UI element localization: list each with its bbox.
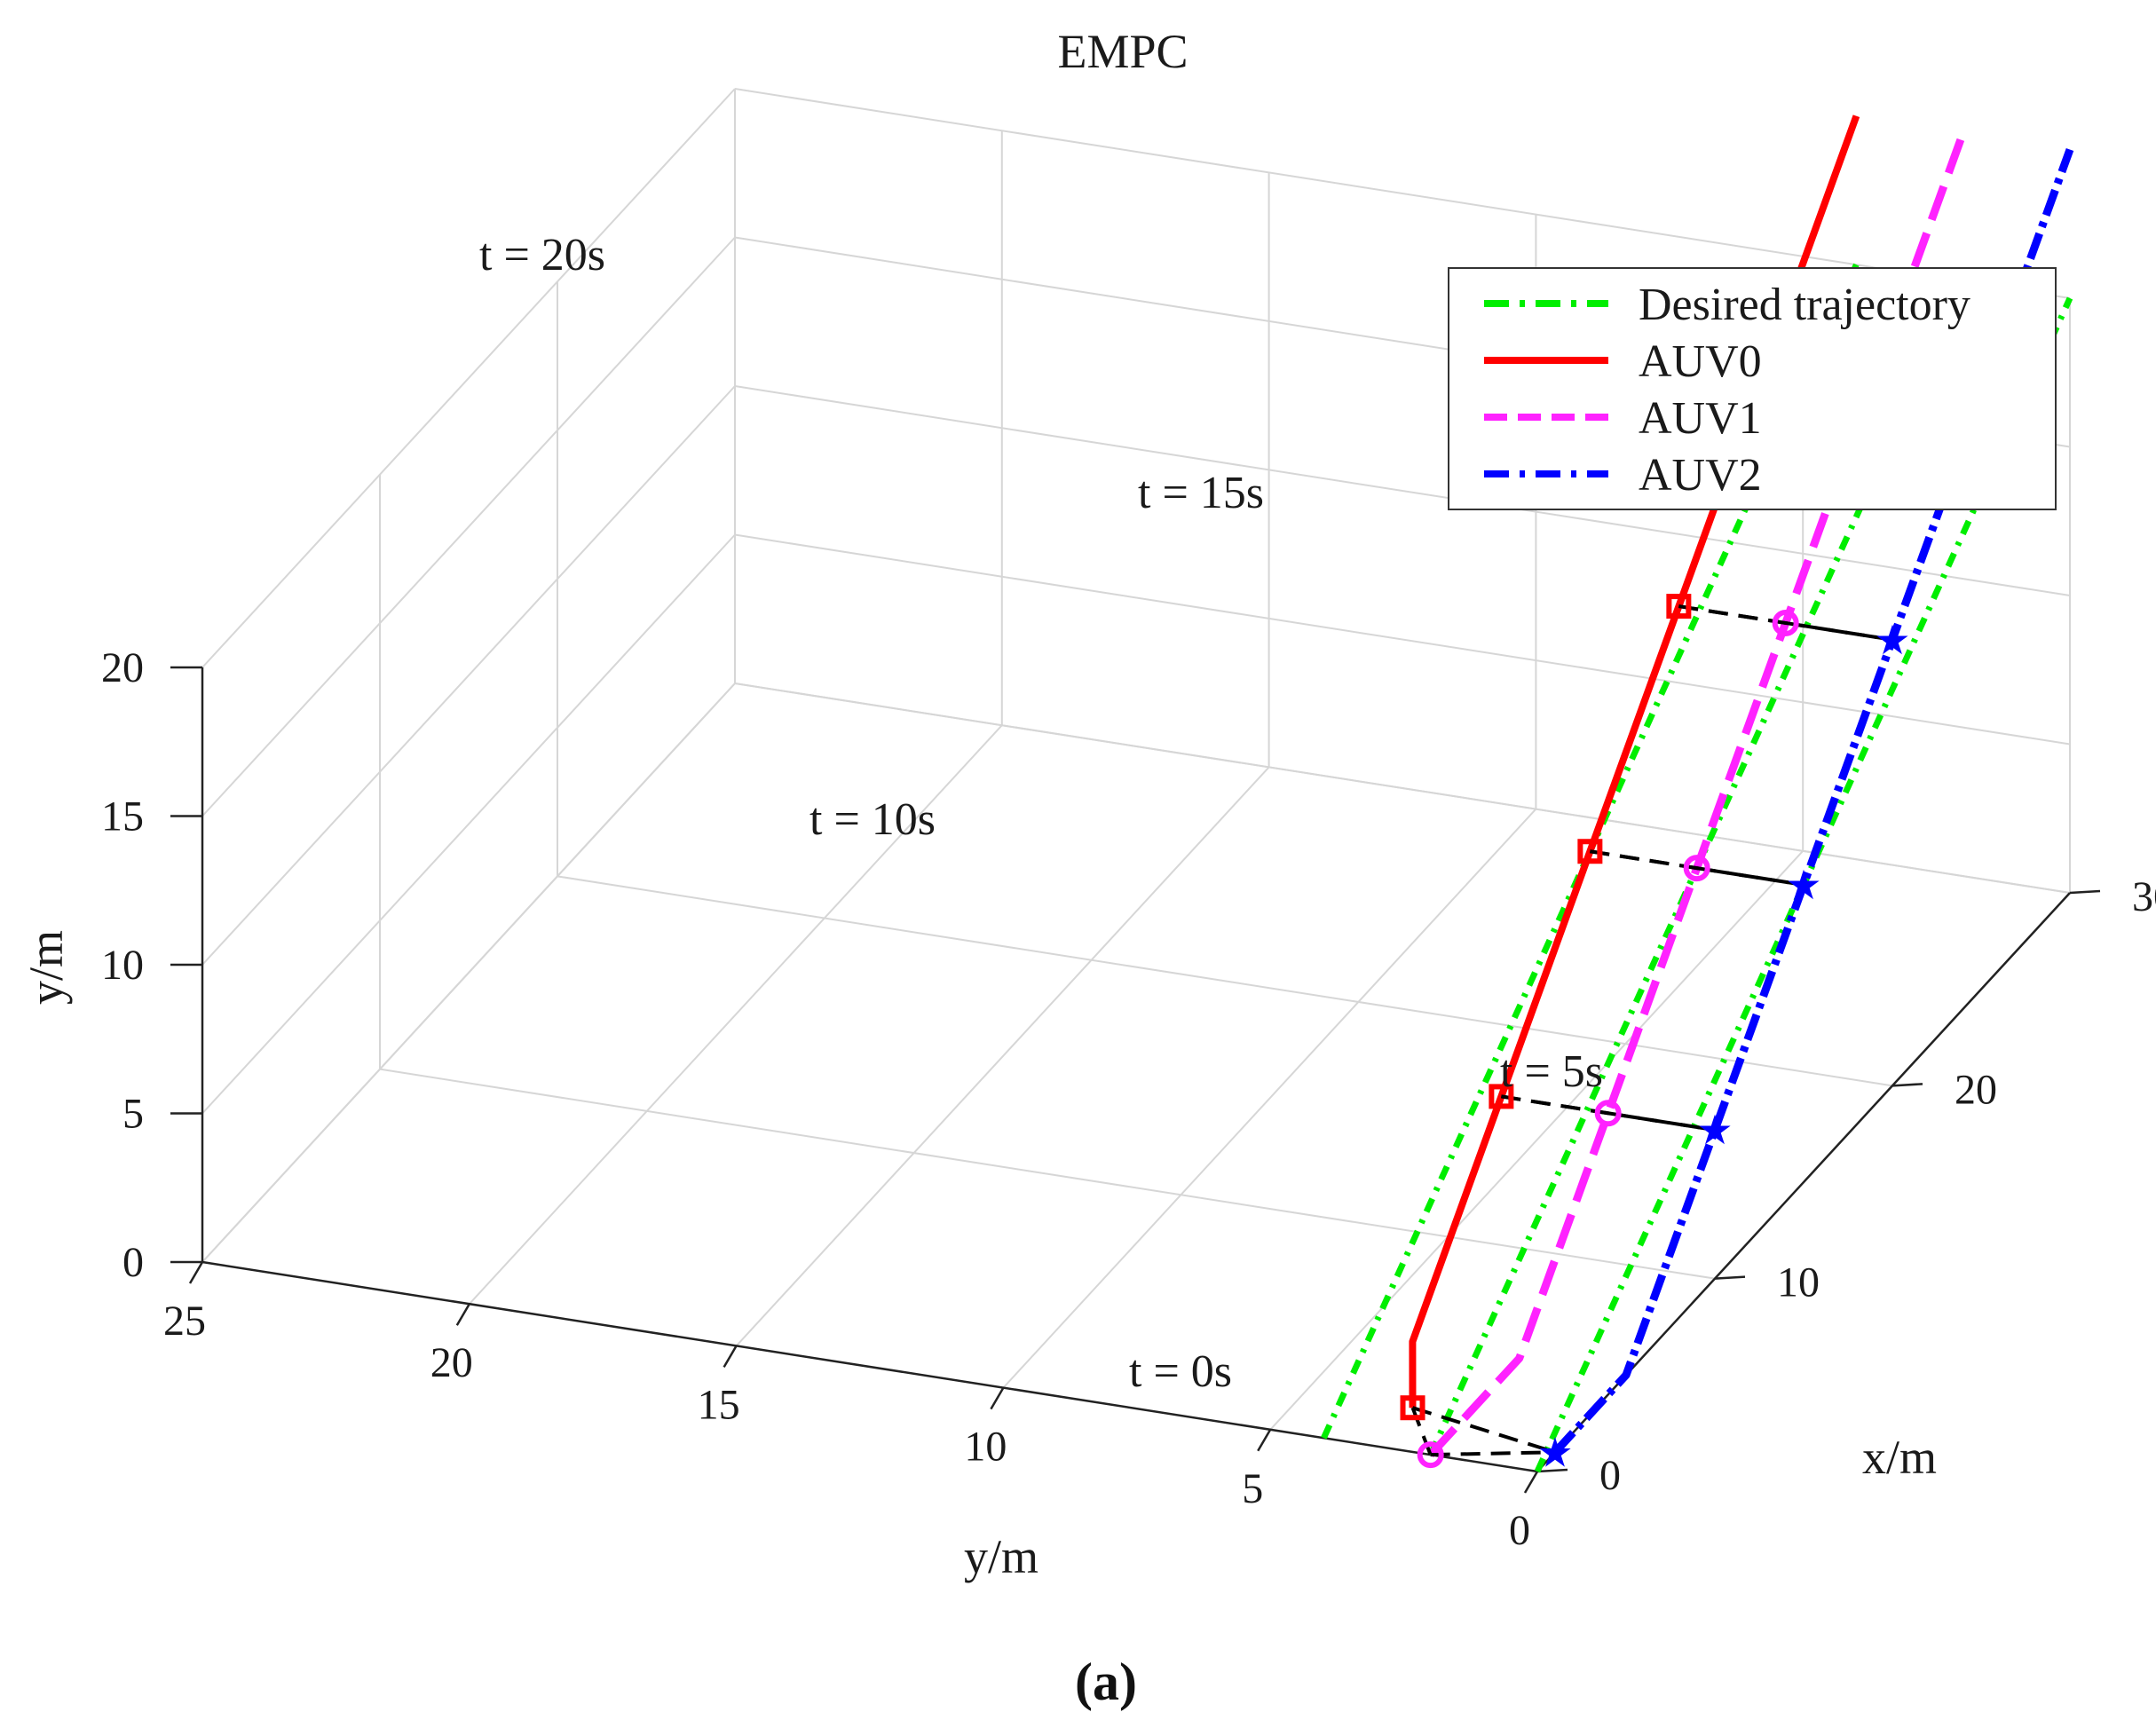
y-tick-label: 25 xyxy=(163,1298,206,1345)
x-tick-label: 10 xyxy=(1777,1259,1820,1306)
grid-line xyxy=(201,533,736,1115)
time-label: t = 5s xyxy=(1500,1046,1603,1097)
marker-star: ★ xyxy=(1536,1428,1573,1476)
y-axis-line xyxy=(201,1260,1538,1473)
formation-link xyxy=(1411,1406,1556,1455)
marker-square xyxy=(1400,1395,1425,1421)
y-tick xyxy=(1257,1429,1272,1452)
formation-link xyxy=(1590,849,1697,871)
grid-line xyxy=(735,766,1270,1347)
x-tick-label: 0 xyxy=(1599,1452,1621,1499)
grid xyxy=(201,88,2071,1472)
z-tick-label: 5 xyxy=(122,1091,144,1138)
y-tick-label: 5 xyxy=(1242,1465,1263,1512)
chart-title: EMPC xyxy=(1057,25,1188,78)
grid-line xyxy=(469,724,1003,1305)
formation-link xyxy=(1607,1111,1716,1132)
marker-star: ★ xyxy=(1874,616,1910,664)
grid-line xyxy=(734,683,2071,894)
legend-label: AUV2 xyxy=(1639,450,1762,501)
grid-line xyxy=(557,875,1893,1087)
time-label: t = 10s xyxy=(809,794,936,845)
y-tick-label: 20 xyxy=(430,1339,473,1386)
y-tick xyxy=(188,1261,204,1284)
time-label: t = 15s xyxy=(1138,468,1264,518)
y-tick-label: 0 xyxy=(1509,1507,1530,1554)
formation-link xyxy=(1430,1450,1556,1457)
legend-label: AUV0 xyxy=(1639,336,1762,387)
x-tick-label: 30 xyxy=(2132,873,2156,920)
grid-line xyxy=(734,88,2071,299)
grid-line xyxy=(201,385,736,966)
z-tick-label: 20 xyxy=(101,644,144,691)
x-tick xyxy=(1714,1275,1746,1280)
y-tick xyxy=(990,1386,1005,1410)
formation-link xyxy=(1501,1094,1608,1116)
z-tick-label: 10 xyxy=(101,942,144,989)
grid-line xyxy=(734,533,2071,746)
formation-link xyxy=(1696,866,1805,887)
grid-line xyxy=(201,683,736,1263)
marker-star: ★ xyxy=(1785,861,1821,909)
grid-line xyxy=(201,236,736,817)
grid-line xyxy=(1002,808,1537,1389)
grid-line xyxy=(379,1068,1716,1280)
marker-circle xyxy=(1772,609,1799,636)
legend-label: AUV1 xyxy=(1639,393,1762,444)
grid-line xyxy=(201,88,736,668)
formation-link xyxy=(1678,604,1786,625)
marker-square xyxy=(1577,839,1603,864)
figure-caption: (a) xyxy=(1075,1653,1137,1711)
grid-line xyxy=(734,385,2071,596)
marker-circle xyxy=(1683,855,1710,882)
marker-star: ★ xyxy=(1696,1106,1733,1154)
x-tick xyxy=(1891,1083,1923,1087)
y-tick-label: 15 xyxy=(698,1381,740,1428)
marker-circle xyxy=(1417,1441,1444,1469)
marker-square xyxy=(1666,594,1692,619)
z-tick-label: 0 xyxy=(122,1239,144,1286)
time-label: t = 20s xyxy=(479,230,605,280)
y-tick-label: 10 xyxy=(964,1424,1007,1471)
legend-box xyxy=(1448,267,2057,510)
x-tick-label: 20 xyxy=(1955,1066,1997,1113)
y-axis-label: y/m xyxy=(964,1530,1039,1583)
formation-link xyxy=(1785,620,1893,642)
x-axis-line xyxy=(1536,892,2071,1472)
marker-circle xyxy=(1594,1100,1622,1127)
grid-line xyxy=(1269,850,1804,1431)
y-tick xyxy=(1523,1471,1539,1494)
y-tick xyxy=(455,1303,470,1326)
x-tick xyxy=(2069,889,2101,895)
time-label: t = 0s xyxy=(1129,1346,1232,1397)
labels: 0 10 20 30 0 5 10 15 20 25 0 5 10 15 20 x/m y/m y/m EMPC (a… xyxy=(20,25,2156,1711)
x-axis-label: x/m xyxy=(1862,1431,1937,1484)
legend-label: Desired trajectory xyxy=(1639,280,1970,330)
z-axis-label: y/m xyxy=(20,930,73,1005)
x-tick xyxy=(1536,1468,1568,1473)
y-tick xyxy=(723,1345,738,1369)
legend: Desired trajectory AUV0 AUV1 AUV2 xyxy=(1448,267,2057,510)
z-tick-label: 15 xyxy=(101,793,144,840)
marker-square xyxy=(1489,1084,1514,1109)
